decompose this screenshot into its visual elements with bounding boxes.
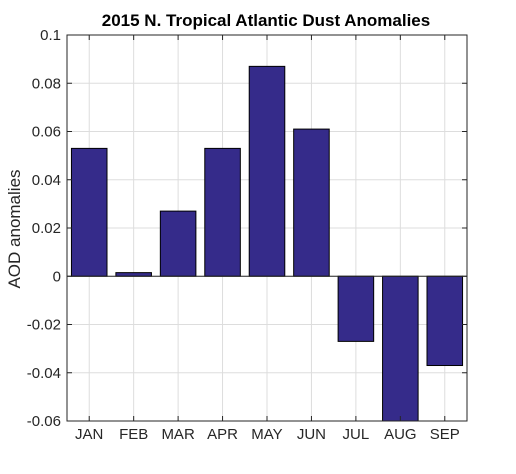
bar-sep	[426, 275, 464, 367]
y-tick-label: 0.02	[32, 220, 61, 237]
x-tick-label: APR	[207, 426, 238, 443]
y-tick-label: 0.04	[32, 172, 61, 189]
y-axis-label: AOD anomalies	[5, 169, 24, 288]
y-tick-label: 0.06	[32, 124, 61, 141]
x-tick-label: JUN	[297, 426, 326, 443]
x-tick-label: FEB	[119, 426, 148, 443]
y-tick-label: 0.1	[40, 27, 61, 44]
y-tick-label: 0	[53, 268, 61, 285]
x-tick-label: MAR	[161, 426, 195, 443]
bar-mar	[159, 210, 197, 277]
y-tick-label: -0.04	[27, 365, 61, 382]
x-tick-label: AUG	[384, 426, 417, 443]
x-tick-label: SEP	[430, 426, 460, 443]
x-axis-ticks: JAN FEB MAR APR MAY JUN JUL AUG SEP	[75, 35, 460, 443]
bar-apr	[204, 147, 241, 277]
y-tick-label: -0.02	[27, 317, 61, 334]
bar-jul	[337, 275, 375, 342]
bars	[70, 65, 464, 422]
y-tick-label: -0.06	[27, 413, 61, 430]
bar-jun	[293, 128, 330, 277]
chart-title: 2015 N. Tropical Atlantic Dust Anomalies	[102, 11, 430, 30]
y-axis-ticks: -0.06 -0.04 -0.02 0 0.02 0.04 0.06 0.08 0.1	[27, 27, 467, 430]
x-tick-label: JUL	[343, 426, 370, 443]
bar-aug	[382, 275, 419, 422]
bar-jan	[70, 147, 108, 277]
x-tick-label: MAY	[251, 426, 282, 443]
y-tick-label: 0.08	[32, 75, 61, 92]
x-tick-label: JAN	[75, 426, 103, 443]
bar-may	[248, 65, 286, 277]
bar-feb	[115, 272, 152, 277]
